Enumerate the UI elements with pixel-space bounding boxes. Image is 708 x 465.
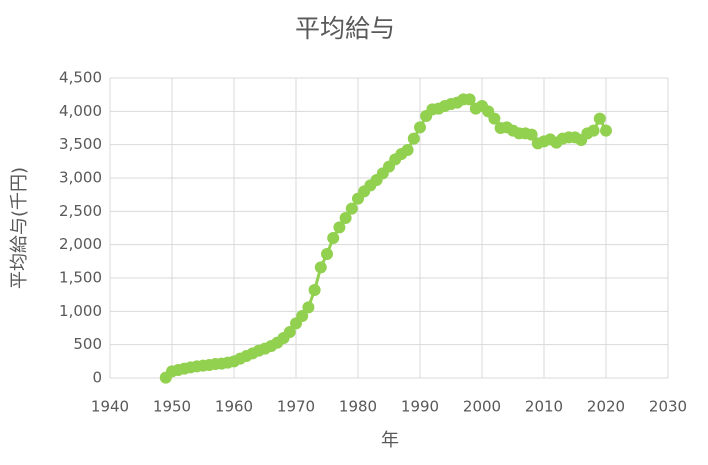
x-tick-label: 2010: [525, 398, 563, 416]
data-point: [593, 112, 606, 125]
x-tick-label: 2000: [463, 398, 501, 416]
data-point: [321, 248, 333, 260]
y-tick-label: 3,000: [59, 169, 102, 187]
data-point: [414, 121, 426, 134]
y-tick-label: 2,500: [59, 202, 102, 220]
x-tick-label: 1960: [215, 398, 253, 416]
x-tick-label: 2020: [587, 398, 625, 416]
data-point: [600, 124, 612, 137]
data-point: [333, 221, 346, 234]
x-tick-label: 1940: [91, 398, 129, 416]
data-point: [339, 212, 352, 224]
y-tick-label: 3,500: [59, 135, 102, 153]
x-tick-label: 2030: [649, 398, 687, 416]
data-point: [327, 232, 340, 244]
data-point: [587, 124, 600, 137]
data-point: [283, 326, 296, 338]
x-axis-label: 年: [381, 430, 399, 451]
chart-title: 平均給与: [295, 14, 395, 43]
data-point: [525, 128, 538, 141]
y-tick-label: 4,500: [59, 69, 102, 87]
y-tick-label: 1,000: [59, 302, 102, 320]
y-tick-label: 1,500: [59, 269, 102, 287]
data-point: [308, 284, 321, 296]
x-tick-label: 1980: [339, 398, 377, 416]
data-point: [314, 261, 327, 274]
data-point: [488, 112, 501, 125]
data-point: [463, 93, 476, 106]
data-point: [302, 301, 315, 314]
y-tick-label: 500: [73, 335, 102, 353]
x-tick-label: 1990: [401, 398, 439, 416]
x-tick-label: 1970: [277, 398, 315, 416]
data-point: [407, 132, 420, 145]
y-tick-label: 2,000: [59, 235, 102, 253]
x-tick-label: 1950: [153, 398, 191, 416]
y-tick-label: 4,000: [59, 102, 102, 120]
y-tick-label: 0: [92, 369, 102, 387]
data-point: [401, 144, 414, 156]
y-axis-label: 平均給与(千円): [9, 167, 30, 289]
data-point: [345, 202, 358, 215]
data-point: [296, 310, 309, 322]
